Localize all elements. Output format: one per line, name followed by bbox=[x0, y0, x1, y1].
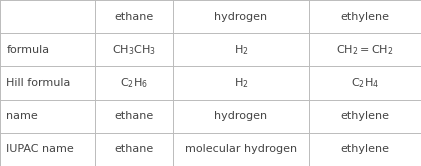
Text: $\mathrm{CH_2{=}CH_2}$: $\mathrm{CH_2{=}CH_2}$ bbox=[336, 43, 394, 57]
Text: ethylene: ethylene bbox=[341, 144, 390, 154]
Text: ethane: ethane bbox=[114, 144, 153, 154]
Text: formula: formula bbox=[6, 45, 49, 55]
Text: ethylene: ethylene bbox=[341, 12, 390, 22]
Text: ethane: ethane bbox=[114, 12, 153, 22]
Text: $\mathrm{H_2}$: $\mathrm{H_2}$ bbox=[234, 76, 248, 90]
Text: ethane: ethane bbox=[114, 111, 153, 121]
Text: $\mathrm{H_2}$: $\mathrm{H_2}$ bbox=[234, 43, 248, 57]
Text: molecular hydrogen: molecular hydrogen bbox=[185, 144, 297, 154]
Text: Hill formula: Hill formula bbox=[6, 78, 71, 88]
Text: name: name bbox=[6, 111, 38, 121]
Text: $\mathrm{C_2H_4}$: $\mathrm{C_2H_4}$ bbox=[351, 76, 379, 90]
Text: $\mathrm{CH_3CH_3}$: $\mathrm{CH_3CH_3}$ bbox=[112, 43, 156, 57]
Text: ethylene: ethylene bbox=[341, 111, 390, 121]
Text: $\mathrm{C_2H_6}$: $\mathrm{C_2H_6}$ bbox=[120, 76, 148, 90]
Text: hydrogen: hydrogen bbox=[214, 12, 268, 22]
Text: IUPAC name: IUPAC name bbox=[6, 144, 74, 154]
Text: hydrogen: hydrogen bbox=[214, 111, 268, 121]
